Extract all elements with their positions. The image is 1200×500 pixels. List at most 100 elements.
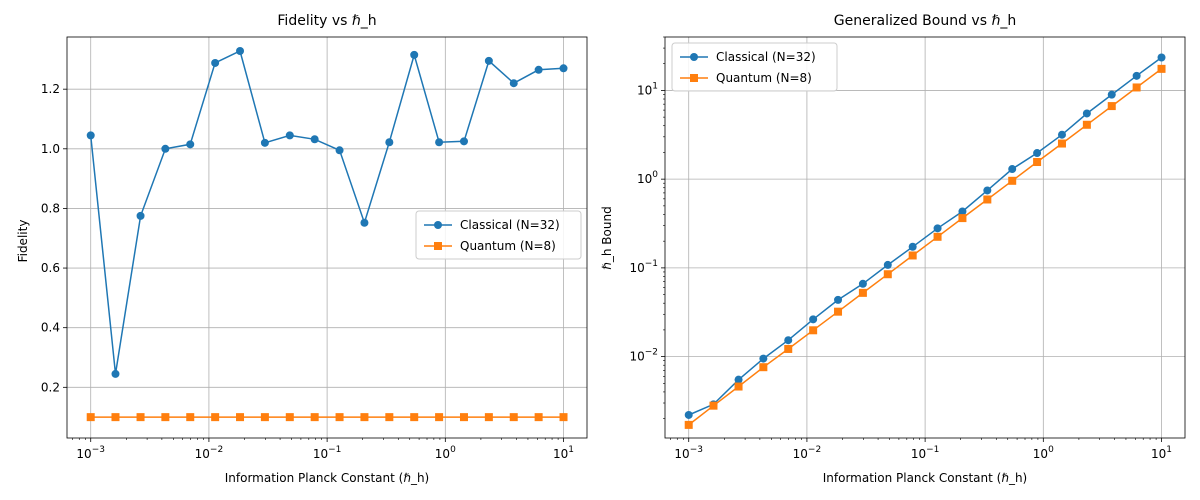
series-line: [89, 49, 564, 375]
data-point: [335, 146, 344, 155]
data-point: [260, 138, 269, 147]
x-tick-label: 10−3: [76, 445, 105, 461]
data-point: [809, 326, 818, 335]
data-point: [908, 242, 917, 251]
data-point: [834, 295, 843, 304]
data-point: [260, 413, 269, 422]
data-point: [435, 138, 444, 147]
data-point: [285, 131, 294, 140]
data-point: [983, 195, 992, 204]
data-point: [883, 270, 892, 279]
data-point: [211, 58, 220, 67]
chart-title: Fidelity vs ℏ_h: [277, 13, 376, 29]
data-point: [734, 382, 743, 391]
data-point: [186, 140, 195, 149]
y-tick-label: 1.2: [41, 82, 60, 96]
x-tick-label: 101: [1151, 445, 1172, 461]
x-tick-label: 10−1: [911, 445, 940, 461]
data-point: [1057, 139, 1066, 148]
legend-label: Classical (N=32): [460, 218, 560, 232]
data-point: [136, 413, 145, 422]
legend-label: Quantum (N=8): [716, 71, 812, 85]
data-point: [136, 211, 145, 220]
data-point: [1107, 90, 1116, 99]
data-point: [484, 413, 493, 422]
x-tick-label: 10−2: [195, 445, 224, 461]
data-point: [86, 413, 95, 422]
data-point: [186, 413, 195, 422]
x-axis-label: Information Planck Constant (ℏ_h): [823, 471, 1028, 485]
data-point: [335, 413, 344, 422]
y-tick-label: 10−1: [629, 259, 658, 275]
x-tick-label: 100: [1033, 445, 1054, 461]
data-point: [534, 65, 543, 74]
legend: Classical (N=32) Quantum (N=8): [671, 42, 838, 92]
series-line: [688, 56, 1162, 416]
data-point: [858, 288, 867, 297]
data-point: [983, 186, 992, 195]
data-point: [161, 144, 170, 153]
data-point: [435, 413, 444, 422]
series-line: [688, 68, 1162, 426]
data-point: [958, 207, 967, 216]
legend-marker: [690, 74, 698, 82]
data-point: [236, 413, 245, 422]
data-point: [86, 131, 95, 140]
data-point: [709, 401, 718, 410]
data-point: [509, 413, 518, 422]
data-point: [809, 315, 818, 324]
data-point: [1033, 158, 1042, 167]
data-point: [858, 279, 867, 288]
legend-marker: [434, 242, 442, 250]
data-point: [933, 224, 942, 233]
legend: Classical (N=32) Quantum (N=8): [415, 210, 582, 260]
y-tick-label: 10−2: [629, 348, 658, 364]
data-point: [1057, 130, 1066, 139]
data-point: [509, 79, 518, 88]
data-point: [684, 410, 693, 419]
data-point: [559, 413, 568, 422]
plot-frame: [66, 36, 588, 439]
legend-box: [671, 42, 838, 92]
data-point: [385, 138, 394, 147]
data-point: [684, 420, 693, 429]
data-point: [360, 218, 369, 227]
data-point: [1033, 149, 1042, 158]
data-point: [534, 413, 543, 422]
data-point: [285, 413, 294, 422]
legend-marker: [690, 53, 698, 61]
data-point: [559, 64, 568, 73]
data-point: [1008, 165, 1017, 174]
y-axis-label: Fidelity: [16, 220, 30, 263]
data-point: [385, 413, 394, 422]
chart-title: Generalized Bound vs ℏ_h: [834, 13, 1016, 29]
data-point: [111, 369, 120, 378]
data-point: [734, 375, 743, 384]
data-point: [459, 137, 468, 146]
y-axis-label: ℏ_h Bound: [600, 206, 614, 269]
data-point: [958, 214, 967, 223]
data-point: [1107, 102, 1116, 111]
data-point: [161, 413, 170, 422]
data-point: [410, 50, 419, 59]
data-point: [908, 251, 917, 260]
series-quantum: [684, 64, 1166, 429]
data-point: [310, 135, 319, 144]
data-point: [759, 363, 768, 372]
y-tick-label: 0.2: [41, 380, 60, 394]
data-point: [484, 56, 493, 65]
data-point: [1132, 83, 1141, 92]
data-point: [459, 413, 468, 422]
x-tick-label: 100: [435, 445, 456, 461]
y-tick-label: 101: [637, 81, 658, 97]
y-tick-label: 0.8: [41, 201, 60, 215]
legend-label: Classical (N=32): [716, 50, 816, 64]
data-point: [410, 413, 419, 422]
bound-chart: Generalized Bound vs ℏ_h Information Pla…: [600, 13, 1186, 485]
y-tick-label: 1.0: [41, 142, 60, 156]
data-point: [236, 47, 245, 56]
data-point: [360, 413, 369, 422]
y-tick-label: 0.4: [41, 321, 60, 335]
data-point: [933, 232, 942, 241]
